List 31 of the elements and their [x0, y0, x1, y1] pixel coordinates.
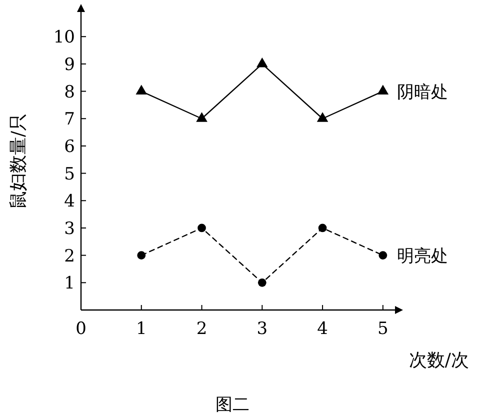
y-tick-label: 8 [64, 82, 75, 102]
x-tick-label: 0 [76, 319, 86, 339]
y-tick-label: 5 [64, 164, 75, 184]
y-tick-label: 2 [64, 246, 75, 266]
y-tick-label: 7 [64, 110, 75, 130]
x-tick-label: 5 [378, 319, 388, 339]
point [196, 112, 208, 122]
x-tick-label: 2 [196, 319, 208, 339]
y-tick-label: 10 [53, 28, 75, 48]
point [318, 224, 327, 232]
point [316, 112, 328, 122]
series-label: 阴暗处 [396, 82, 448, 102]
y-tick-label: 4 [64, 192, 75, 212]
point [198, 224, 206, 232]
x-axis-title: 次数/次 [408, 350, 469, 371]
y-tick-label: 6 [64, 136, 75, 157]
point [137, 251, 146, 260]
x-tick-label: 4 [317, 319, 328, 339]
x-tick-label: 1 [136, 319, 147, 339]
x-tick-label: 3 [256, 319, 268, 339]
y-tick-label: 9 [64, 54, 75, 75]
point [258, 278, 266, 287]
text: 图二 [216, 395, 250, 415]
point [136, 84, 148, 95]
y-axis-title: 鼠妇数量/只 [8, 112, 29, 210]
point [378, 251, 388, 260]
point [377, 84, 389, 95]
y-tick-label: 3 [64, 218, 75, 239]
point [256, 57, 268, 68]
y-tick-label: 1 [64, 274, 75, 294]
series-label: 明亮处 [396, 246, 448, 266]
